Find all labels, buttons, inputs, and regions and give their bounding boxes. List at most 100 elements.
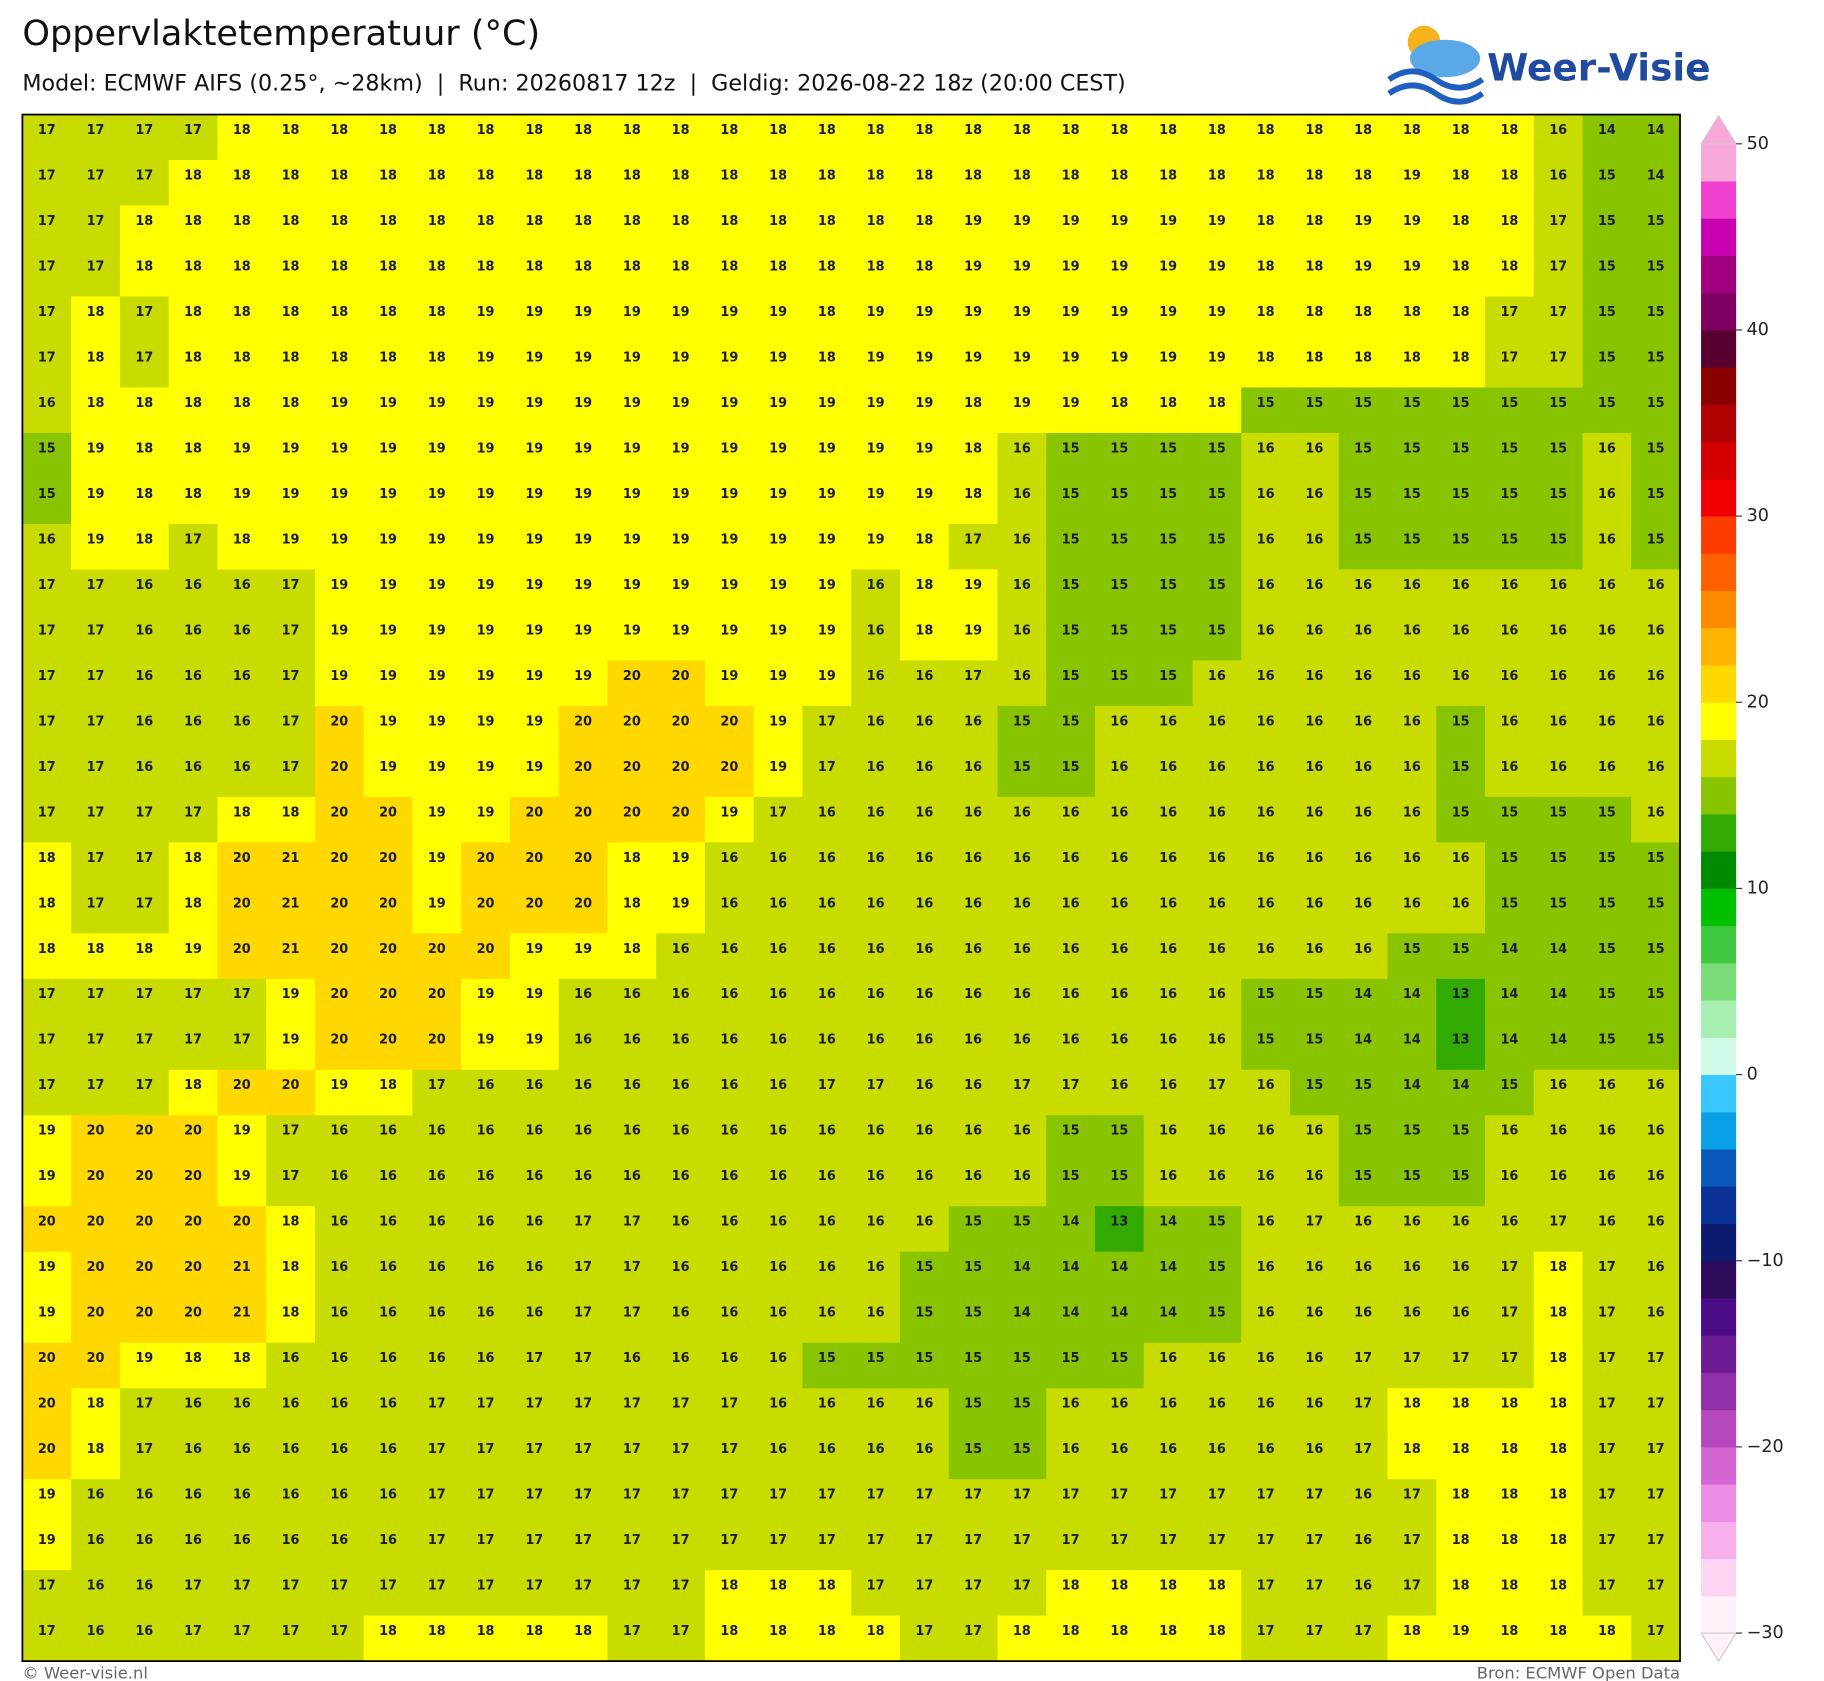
temperature-label: 15 [1549, 532, 1567, 547]
temperature-cell [412, 251, 462, 298]
temperature-label: 17 [915, 1624, 933, 1639]
temperature-label: 17 [282, 1124, 300, 1139]
temperature-label: 16 [1549, 1078, 1567, 1093]
temperature-label: 16 [1549, 623, 1567, 638]
temperature-label: 18 [720, 1624, 738, 1639]
temperature-cell [1094, 705, 1145, 752]
temperature-cell [168, 705, 219, 752]
temperature-cell [412, 796, 462, 843]
temperature-cell [1485, 751, 1535, 798]
temperature-cell [1436, 1206, 1486, 1253]
temperature-cell [1533, 1160, 1584, 1207]
temperature-label: 17 [1257, 1488, 1275, 1503]
temperature-cell [314, 387, 365, 434]
temperature-cell [851, 523, 901, 571]
temperature-label: 19 [330, 532, 348, 547]
temperature-cell [1436, 1160, 1486, 1207]
temperature-label: 17 [233, 1624, 251, 1639]
temperature-cell [1631, 296, 1681, 343]
temperature-label: 18 [233, 259, 251, 274]
temperature-cell [558, 296, 609, 343]
temperature-cell [119, 1160, 170, 1207]
temperature-label: 17 [87, 1078, 105, 1093]
temperature-cell [1046, 160, 1096, 207]
temperature-label: 16 [38, 532, 56, 547]
temperature-label: 19 [1208, 259, 1226, 274]
temperature-label: 16 [1013, 578, 1031, 593]
temperature-cell [412, 1206, 462, 1253]
temperature-cell [997, 933, 1047, 980]
temperature-label: 16 [330, 1397, 348, 1412]
temperature-label: 16 [1403, 760, 1421, 775]
temperature-label: 18 [623, 851, 641, 866]
temperature-label: 15 [1549, 487, 1567, 502]
temperature-label: 16 [1159, 987, 1177, 1002]
temperature-cell [71, 796, 121, 843]
temperature-label: 17 [574, 1306, 592, 1321]
temperature-label: 17 [477, 1579, 495, 1594]
temperature-cell [168, 1069, 219, 1116]
temperature-cell [412, 842, 462, 889]
temperature-label: 15 [1305, 1033, 1323, 1048]
temperature-cell [1143, 569, 1194, 616]
temperature-cell [997, 842, 1047, 889]
temperature-cell [266, 1024, 316, 1071]
temperature-cell [412, 614, 462, 661]
temperature-label: 17 [1598, 1397, 1616, 1412]
temperature-cell [119, 296, 170, 343]
temperature-cell [607, 842, 657, 889]
temperature-label: 18 [87, 942, 105, 957]
temperature-cell [168, 1024, 219, 1071]
temperature-cell [22, 160, 72, 207]
temperature-cell [1094, 296, 1145, 343]
temperature-cell [1094, 1115, 1145, 1162]
temperature-label: 18 [1305, 214, 1323, 229]
temperature-cell [266, 478, 316, 525]
colorbar-segment [1701, 1223, 1737, 1262]
temperature-cell [363, 1297, 414, 1344]
temperature-cell [119, 478, 170, 525]
temperature-label: 16 [477, 1169, 495, 1184]
temperature-label: 17 [135, 805, 153, 820]
temperature-label: 16 [233, 714, 251, 729]
temperature-label: 16 [1159, 1169, 1177, 1184]
colorbar-segment [1701, 627, 1737, 666]
temperature-label: 16 [1159, 1124, 1177, 1139]
temperature-label: 14 [1062, 1215, 1080, 1230]
temperature-label: 18 [282, 1260, 300, 1275]
temperature-cell [1582, 751, 1632, 798]
temperature-label: 16 [135, 760, 153, 775]
temperature-label: 19 [769, 532, 787, 547]
temperature-cell [558, 387, 609, 434]
temperature-label: 19 [1159, 350, 1177, 365]
temperature-cell [1631, 614, 1681, 661]
temperature-cell [704, 933, 755, 980]
temperature-label: 16 [1062, 942, 1080, 957]
temperature-label: 15 [1452, 487, 1470, 502]
temperature-label: 16 [818, 1260, 836, 1275]
temperature-cell [1094, 478, 1145, 525]
temperature-label: 17 [623, 1306, 641, 1321]
temperature-cell [266, 842, 316, 889]
temperature-label: 18 [1452, 168, 1470, 183]
temperature-cell [1241, 1115, 1291, 1162]
temperature-cell [704, 341, 755, 389]
temperature-label: 17 [623, 1579, 641, 1594]
temperature-cell [461, 1251, 511, 1298]
temperature-cell [1046, 1160, 1096, 1207]
temperature-label: 18 [525, 123, 543, 138]
temperature-cell [656, 660, 706, 707]
temperature-label: 18 [135, 487, 153, 502]
temperature-cell [704, 296, 755, 343]
temperature-cell [461, 1297, 511, 1344]
temperature-cell [1192, 1069, 1242, 1116]
temperature-cell [948, 614, 999, 661]
temperature-label: 15 [1549, 441, 1567, 456]
temperature-cell [1289, 705, 1340, 752]
temperature-cell [656, 341, 706, 389]
temperature-label: 19 [867, 396, 885, 411]
temperature-label: 19 [672, 532, 690, 547]
temperature-label: 16 [623, 1033, 641, 1048]
temperature-cell [22, 1206, 72, 1253]
temperature-label: 16 [574, 1033, 592, 1048]
